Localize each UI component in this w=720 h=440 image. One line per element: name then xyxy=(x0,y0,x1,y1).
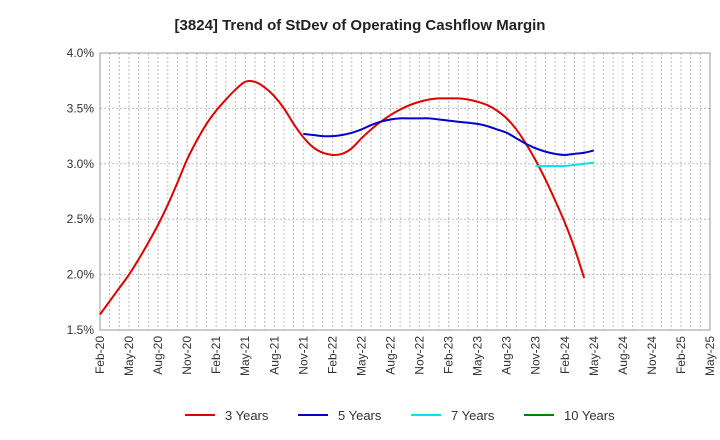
x-tick-label: Nov-22 xyxy=(413,336,427,375)
legend: 3 Years 5 Years 7 Years 10 Years xyxy=(185,408,615,423)
x-tick-label: May-25 xyxy=(703,336,717,376)
x-tick-label: May-21 xyxy=(238,336,252,376)
x-tick-label: Aug-20 xyxy=(151,336,165,375)
chart-title: [3824] Trend of StDev of Operating Cashf… xyxy=(175,17,546,34)
y-axis-ticks: 1.5% 2.0% 2.5% 3.0% 3.5% 4.0% xyxy=(67,46,95,337)
series-line-7-years xyxy=(535,161,594,168)
plot-frame xyxy=(99,52,711,331)
y-tick-label: 3.0% xyxy=(67,157,95,171)
x-tick-label: Feb-20 xyxy=(93,336,107,374)
x-tick-label: Nov-21 xyxy=(296,336,310,375)
x-tick-label: May-20 xyxy=(122,336,136,376)
x-tick-label: May-22 xyxy=(354,336,368,376)
x-tick-label: Nov-20 xyxy=(180,336,194,375)
x-tick-label: May-24 xyxy=(587,336,601,376)
x-tick-label: Feb-21 xyxy=(209,336,223,374)
series-line-5-years xyxy=(303,117,595,156)
x-tick-label: Aug-21 xyxy=(267,336,281,375)
y-tick-label: 2.5% xyxy=(67,212,95,226)
y-tick-label: 1.5% xyxy=(67,323,95,337)
x-tick-label: Feb-25 xyxy=(674,336,688,374)
series-layer xyxy=(99,79,595,316)
x-tick-label: Aug-24 xyxy=(616,336,630,375)
x-tick-label: Nov-23 xyxy=(529,336,543,375)
legend-label-10-years: 10 Years xyxy=(564,408,615,423)
legend-label-7-years: 7 Years xyxy=(451,408,495,423)
x-tick-label: Nov-24 xyxy=(645,336,659,375)
x-tick-label: May-23 xyxy=(471,336,485,376)
y-tick-label: 3.5% xyxy=(67,101,95,115)
y-tick-label: 2.0% xyxy=(67,268,95,282)
x-tick-label: Feb-23 xyxy=(442,336,456,374)
legend-label-3-years: 3 Years xyxy=(225,408,269,423)
x-tick-label: Feb-24 xyxy=(558,336,572,374)
y-tick-label: 4.0% xyxy=(67,46,95,60)
x-tick-label: Feb-22 xyxy=(325,336,339,374)
x-tick-label: Aug-23 xyxy=(500,336,514,375)
x-axis-ticks: Feb-20 May-20 Aug-20 Nov-20 Feb-21 May-21 Aug-… xyxy=(93,336,717,376)
x-tick-label: Aug-22 xyxy=(383,336,397,375)
legend-label-5-years: 5 Years xyxy=(338,408,382,423)
grid-layer xyxy=(99,52,711,331)
series-line-3-years xyxy=(99,79,586,316)
